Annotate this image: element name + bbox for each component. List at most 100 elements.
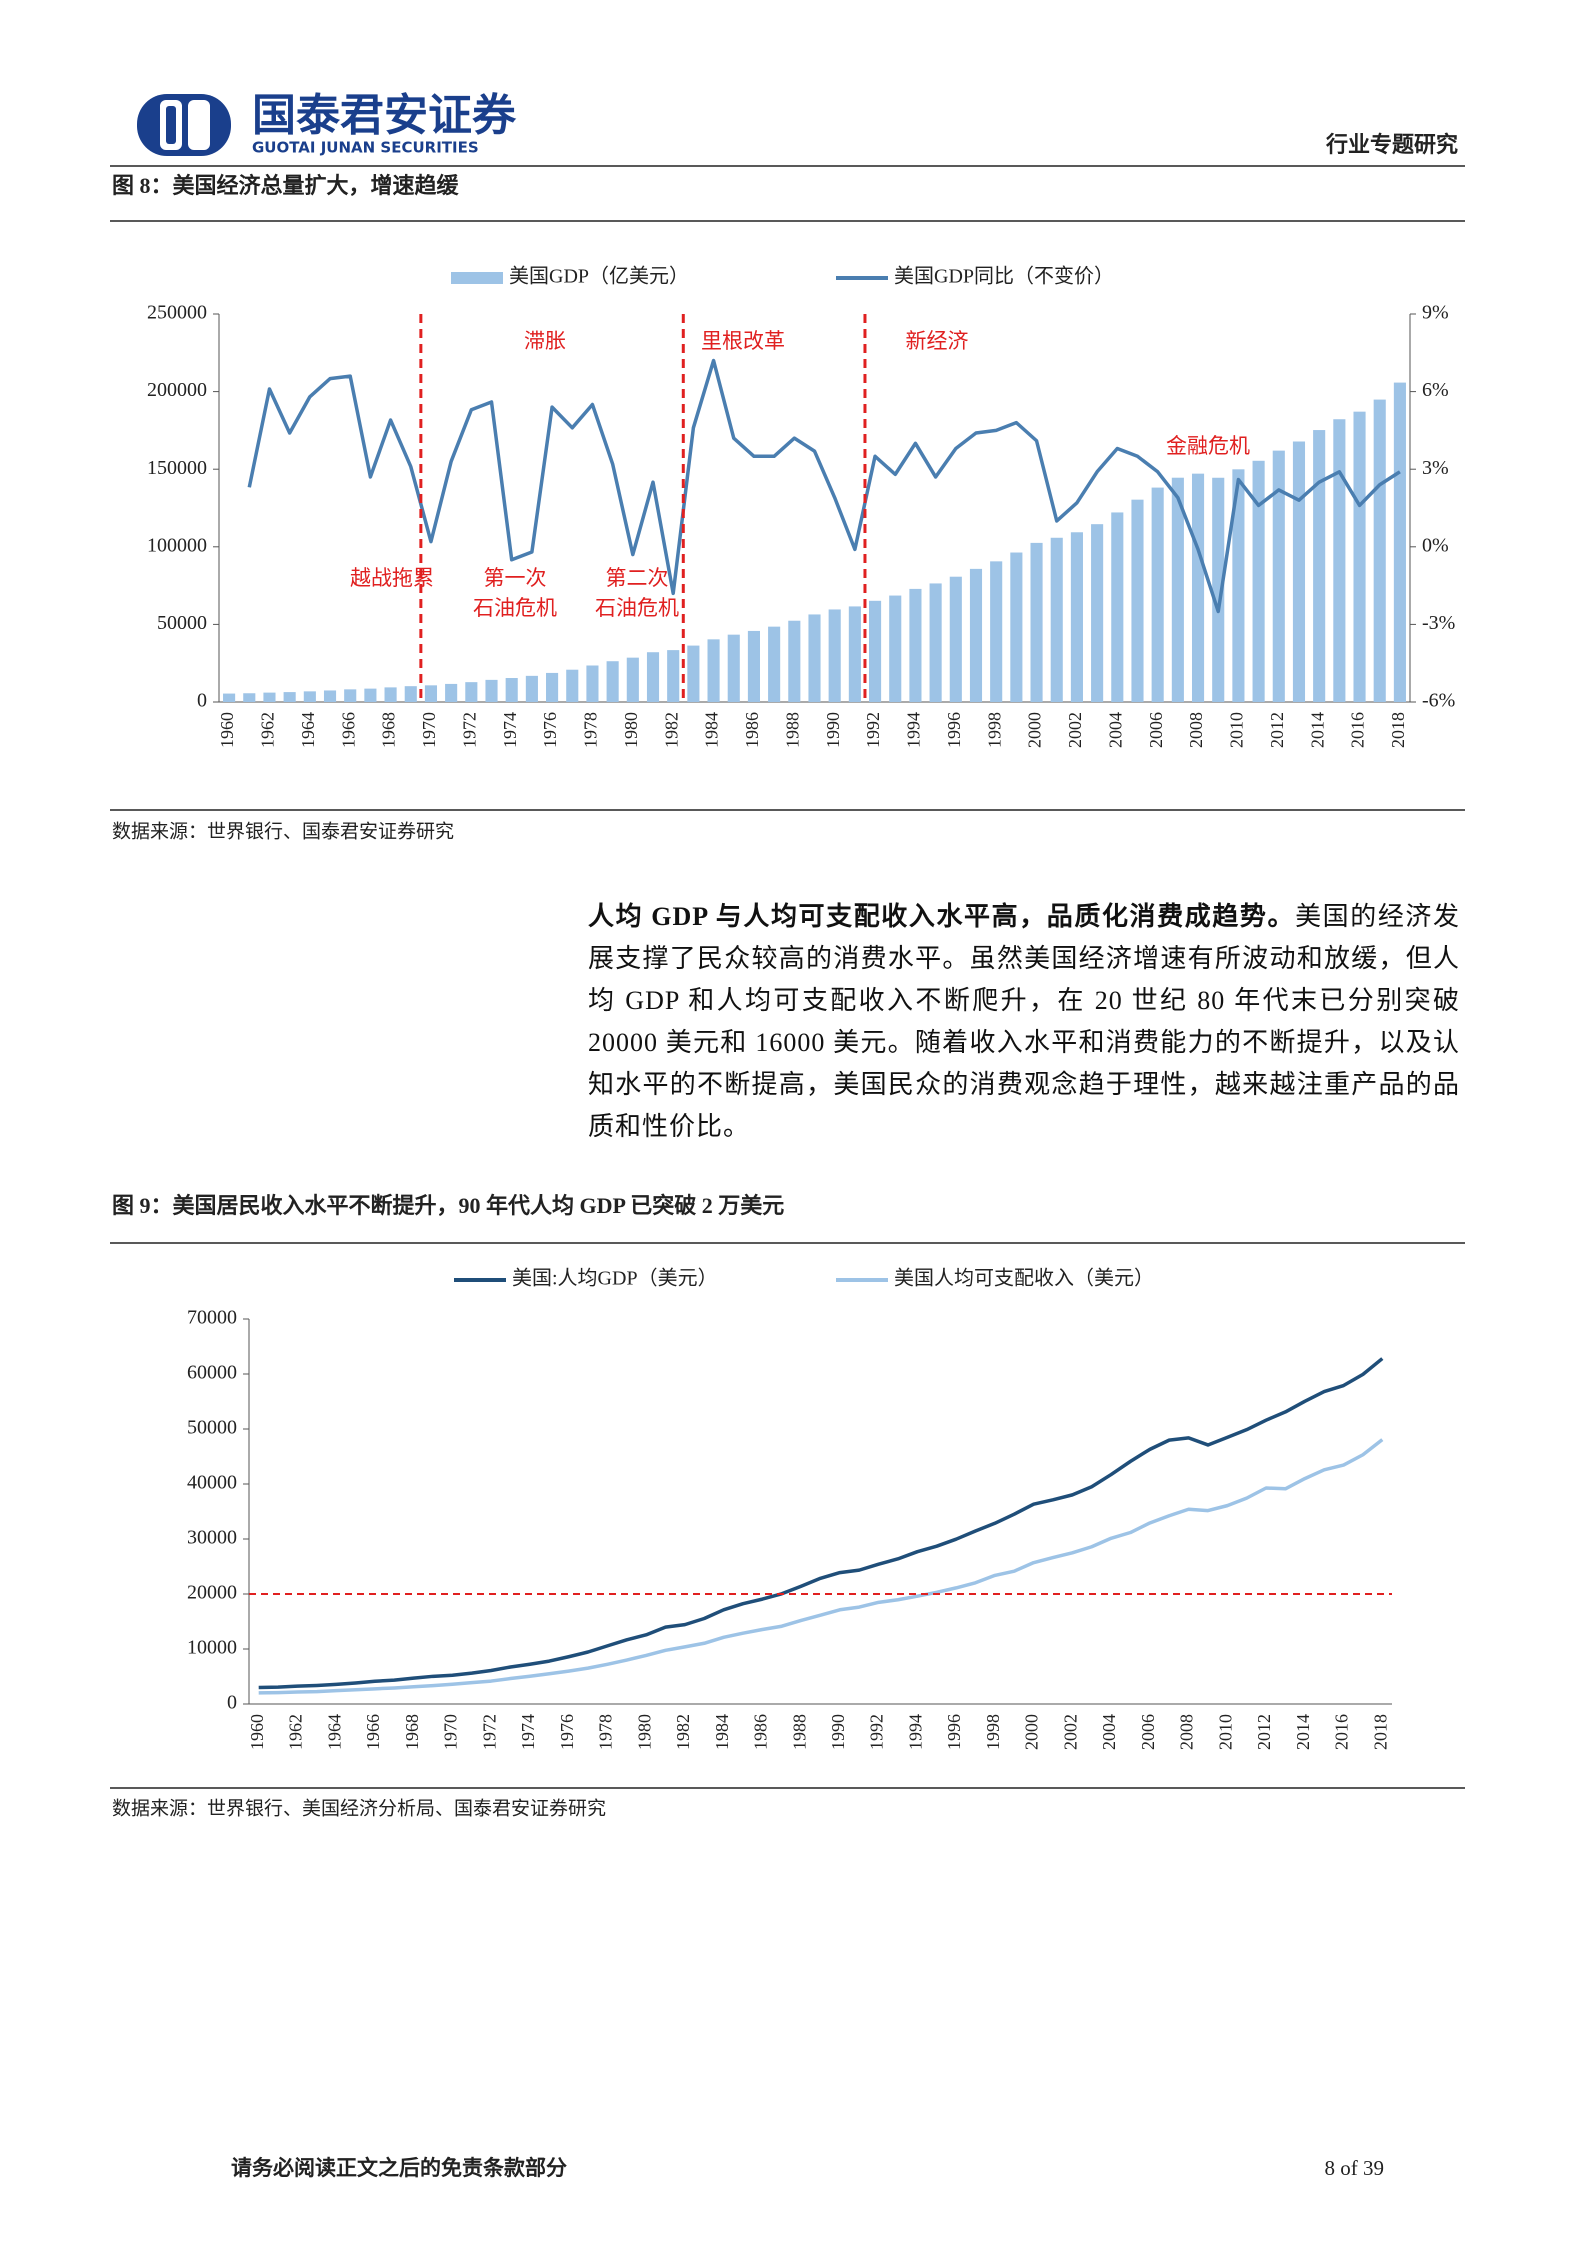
x-tick-label: 1968 xyxy=(402,1714,422,1750)
x-tick-label: 1978 xyxy=(581,712,601,748)
logo-en: GUOTAI JUNAN SECURITIES xyxy=(252,139,479,157)
bar xyxy=(626,657,639,702)
legend-label: 美国GDP（亿美元） xyxy=(509,265,689,288)
annotation: 第一次 xyxy=(484,566,547,590)
bar xyxy=(1091,524,1104,702)
figure-caption: 图 9：美国居民收入水平不断提升，90 年代人均 GDP 已突破 2 万美元 xyxy=(112,1193,784,1218)
bar xyxy=(606,661,619,702)
bar xyxy=(525,675,538,702)
x-tick-label: 1988 xyxy=(789,1714,809,1750)
x-tick-label: 1988 xyxy=(782,712,802,748)
bar xyxy=(1050,537,1063,702)
annotation: 滞胀 xyxy=(524,329,566,353)
bar xyxy=(1010,552,1023,702)
x-tick-label: 2004 xyxy=(1099,1714,1119,1750)
y2-tick-label: 9% xyxy=(1422,302,1449,324)
bar xyxy=(546,672,559,702)
y-tick-label: 50000 xyxy=(187,1417,237,1439)
x-tick-label: 1986 xyxy=(751,1714,771,1750)
line xyxy=(247,358,1401,614)
x-tick-label: 1990 xyxy=(823,712,843,748)
bar xyxy=(1030,542,1043,702)
x-tick-label: 1978 xyxy=(596,1714,616,1750)
x-tick-label: 2008 xyxy=(1186,712,1206,748)
bar xyxy=(929,583,942,702)
x-tick-label: 1998 xyxy=(984,712,1004,748)
x-tick-label: 2012 xyxy=(1267,712,1287,748)
x-tick-label: 2004 xyxy=(1105,712,1125,748)
bar xyxy=(869,600,882,702)
x-tick-label: 1966 xyxy=(363,1714,383,1750)
bar xyxy=(1252,460,1265,702)
logo-mark xyxy=(137,94,231,156)
bar xyxy=(1292,441,1306,702)
bar xyxy=(1191,473,1205,702)
annotation: 越战拖累 xyxy=(350,566,434,590)
bar xyxy=(1232,469,1245,702)
logo-cn: 国泰君安证券 xyxy=(252,90,517,141)
bar xyxy=(1353,411,1366,702)
x-tick-label: 1984 xyxy=(702,712,722,748)
bar xyxy=(485,679,498,702)
bar xyxy=(505,678,518,702)
bar xyxy=(687,645,700,702)
x-tick-label: 2006 xyxy=(1138,1714,1158,1750)
x-tick-label: 1982 xyxy=(673,1714,693,1750)
y-tick-label: 30000 xyxy=(187,1527,237,1549)
paragraph-lead: 人均 GDP 与人均可支配收入水平高，品质化消费成趋势。 xyxy=(588,902,1296,931)
x-tick-label: 1992 xyxy=(867,1714,887,1750)
x-tick-label: 2010 xyxy=(1227,712,1247,748)
x-tick-label: 1970 xyxy=(419,712,439,748)
bar xyxy=(364,688,377,702)
bar xyxy=(828,609,841,702)
x-tick-label: 1996 xyxy=(944,712,964,748)
bar xyxy=(1333,419,1346,702)
bar xyxy=(424,685,438,702)
bar xyxy=(344,689,357,702)
annotation: 新经济 xyxy=(906,329,969,353)
x-tick-label: 1998 xyxy=(983,1714,1003,1750)
x-tick-label: 1966 xyxy=(338,712,358,748)
x-tick-label: 1974 xyxy=(500,712,520,748)
x-tick-label: 2018 xyxy=(1370,1714,1390,1750)
bar xyxy=(949,576,962,702)
x-tick-label: 1976 xyxy=(540,712,560,748)
x-tick-label: 2016 xyxy=(1348,712,1368,748)
x-tick-label: 1964 xyxy=(324,1714,344,1750)
x-tick-label: 2016 xyxy=(1332,1714,1352,1750)
y-tick-label: 200000 xyxy=(147,379,207,401)
x-tick-label: 2008 xyxy=(1177,1714,1197,1750)
x-tick-label: 1970 xyxy=(441,1714,461,1750)
annotation: 里根改革 xyxy=(701,329,785,353)
bar xyxy=(586,665,599,702)
bar xyxy=(848,606,861,702)
y-tick-label: 100000 xyxy=(147,534,207,556)
section-title: 行业专题研究 xyxy=(1325,132,1458,157)
bar xyxy=(303,691,316,702)
bar xyxy=(465,682,478,702)
page-number: 8 of 39 xyxy=(1325,2156,1385,2180)
x-tick-label: 1980 xyxy=(621,712,641,748)
annotation: 金融危机 xyxy=(1166,434,1250,458)
bar xyxy=(566,669,579,702)
bar xyxy=(1070,532,1083,702)
x-tick-label: 2010 xyxy=(1215,1714,1235,1750)
bar xyxy=(1131,499,1144,702)
x-tick-label: 2012 xyxy=(1254,1714,1274,1750)
bar xyxy=(263,692,276,702)
y2-tick-label: 0% xyxy=(1422,534,1449,556)
x-tick-label: 1972 xyxy=(459,712,479,748)
x-tick-label: 1984 xyxy=(712,1714,732,1750)
bar xyxy=(889,595,902,702)
x-tick-label: 1992 xyxy=(863,712,883,748)
x-tick-label: 1976 xyxy=(557,1714,577,1750)
x-tick-label: 1982 xyxy=(661,712,681,748)
x-tick-label: 1974 xyxy=(518,1714,538,1750)
bar xyxy=(768,626,781,702)
y2-tick-label: -3% xyxy=(1422,612,1455,634)
x-tick-label: 1986 xyxy=(742,712,762,748)
x-tick-label: 2002 xyxy=(1060,1714,1080,1750)
annotation: 石油危机 xyxy=(595,596,679,620)
bar xyxy=(667,650,680,702)
legend-label: 美国人均可支配收入（美元） xyxy=(894,1267,1154,1290)
